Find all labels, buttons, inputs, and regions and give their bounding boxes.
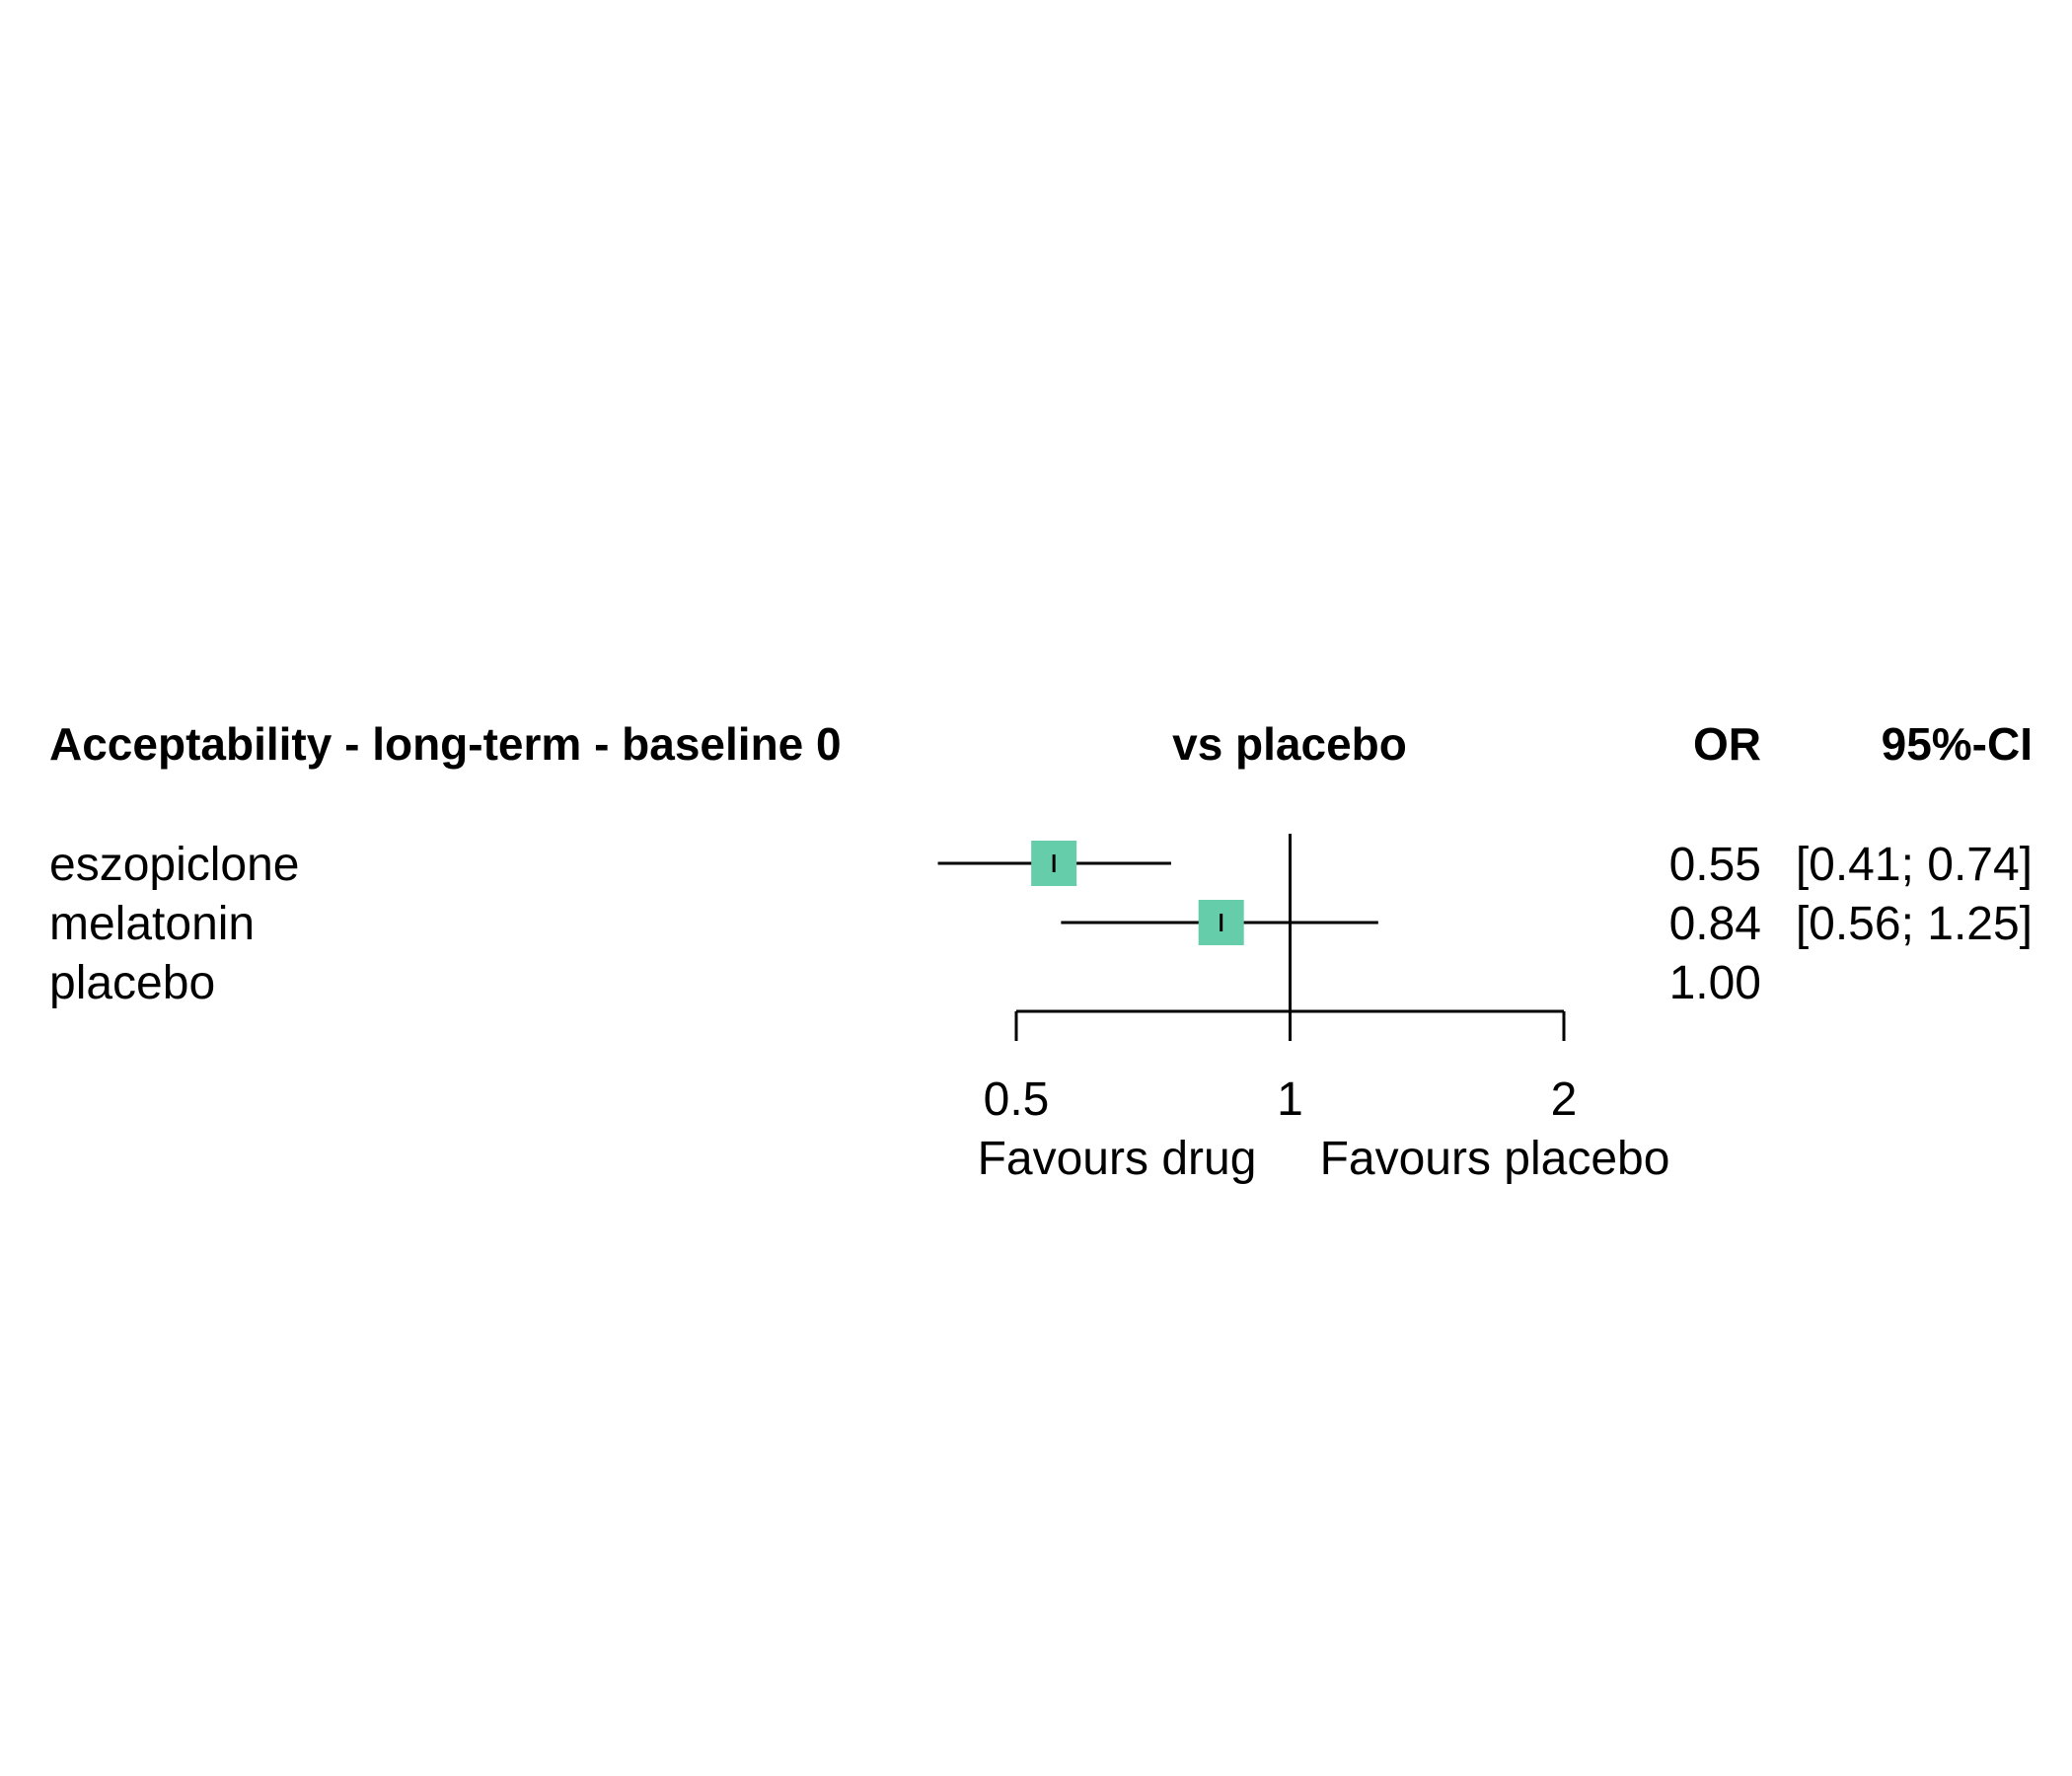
forest-row-placebo: placebo 1.00 xyxy=(49,957,1761,1009)
plot-title: Acceptability - long-term - baseline 0 xyxy=(49,718,842,770)
or-value: 1.00 xyxy=(1669,957,1761,1009)
ci-header: 95%-CI xyxy=(1882,718,2033,770)
row-label: eszopiclone xyxy=(49,839,300,891)
favours-placebo-label: Favours placebo xyxy=(1320,1133,1670,1185)
forest-row-melatonin: melatonin 0.84 [0.56; 1.25] xyxy=(49,898,2033,950)
forest-rows: eszopiclone 0.55 [0.41; 0.74] melatonin 0.84… xyxy=(49,839,2033,1009)
or-header: OR xyxy=(1693,718,1761,770)
x-tick-label: 1 xyxy=(1277,1073,1303,1126)
ci-value: [0.41; 0.74] xyxy=(1796,839,2033,891)
or-value: 0.55 xyxy=(1669,839,1761,891)
row-label: placebo xyxy=(49,957,215,1009)
or-value: 0.84 xyxy=(1669,898,1761,950)
x-tick-label: 0.5 xyxy=(984,1073,1050,1126)
ci-value: [0.56; 1.25] xyxy=(1796,898,2033,950)
comparison-header: vs placebo xyxy=(1172,718,1407,770)
x-axis: 0.5 1 2 xyxy=(984,1009,1578,1126)
forest-row-eszopiclone: eszopiclone 0.55 [0.41; 0.74] xyxy=(49,839,2033,891)
row-label: melatonin xyxy=(49,898,255,950)
x-tick-label: 2 xyxy=(1551,1073,1578,1126)
favours-drug-label: Favours drug xyxy=(978,1133,1257,1185)
